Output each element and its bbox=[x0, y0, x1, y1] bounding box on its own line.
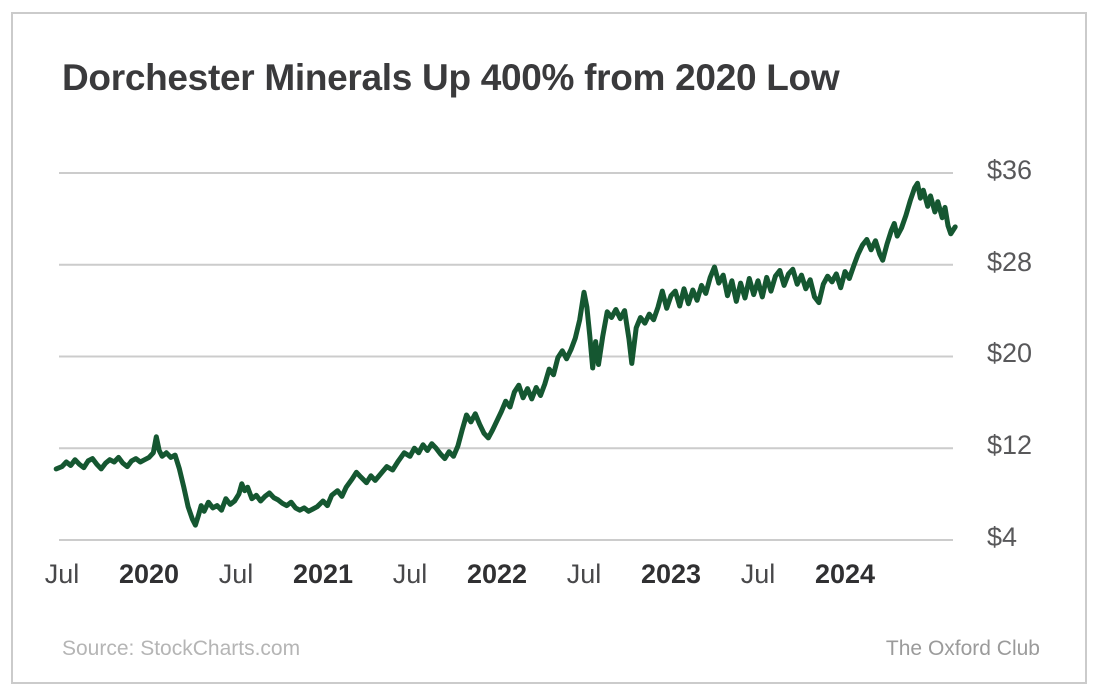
x-tick-label: Jul bbox=[392, 559, 428, 589]
y-tick-label: $36 bbox=[987, 154, 1033, 185]
publisher-credit: The Oxford Club bbox=[885, 637, 1040, 660]
x-tick-label: Jul bbox=[566, 559, 602, 589]
chart-title: Dorchester Minerals Up 400% from 2020 Lo… bbox=[62, 57, 840, 98]
x-tick-label: Jul bbox=[44, 559, 80, 589]
y-tick-label: $28 bbox=[987, 246, 1033, 277]
source-credit: Source: StockCharts.com bbox=[62, 637, 301, 660]
y-tick-label: $4 bbox=[987, 522, 1018, 552]
chart-card-border bbox=[11, 12, 1087, 684]
x-tick-label: Jul bbox=[218, 559, 254, 589]
x-tick-label: 2021 bbox=[292, 559, 354, 589]
x-tick-label: 2024 bbox=[814, 559, 876, 589]
x-tick-label: 2023 bbox=[640, 559, 702, 589]
x-tick-label: 2020 bbox=[118, 559, 180, 589]
y-tick-label: $20 bbox=[987, 338, 1033, 369]
y-tick-label: $12 bbox=[987, 430, 1033, 461]
price-line bbox=[53, 180, 958, 528]
x-tick-label: Jul bbox=[740, 559, 776, 589]
x-tick-label: 2022 bbox=[466, 559, 528, 589]
